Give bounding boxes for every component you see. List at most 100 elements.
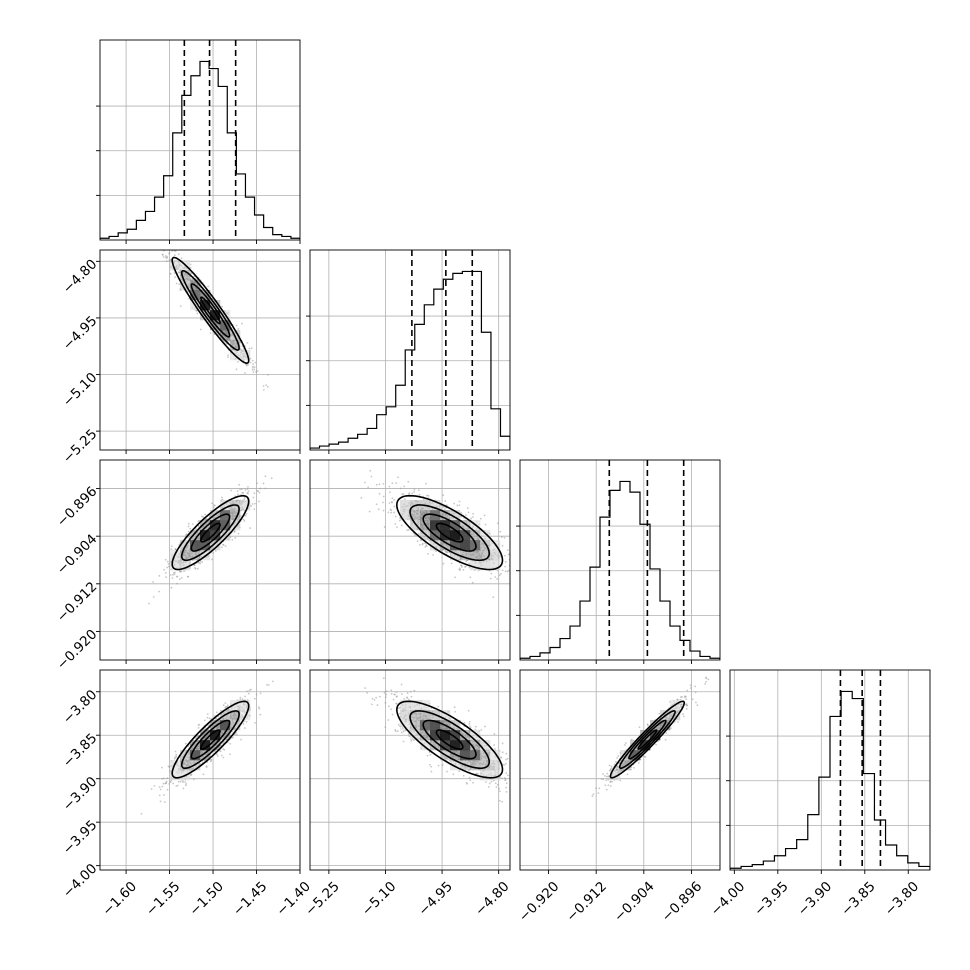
sample-point [226, 704, 229, 707]
sample-point [394, 523, 397, 525]
sample-point [377, 508, 380, 511]
sample-point [240, 738, 242, 741]
sample-point [226, 705, 229, 708]
sample-point [250, 347, 253, 350]
sample-point [166, 241, 168, 243]
sample-point [370, 475, 373, 478]
sample-point [184, 742, 187, 745]
sample-point [196, 312, 199, 315]
sample-point [256, 370, 259, 373]
sample-point [399, 487, 402, 490]
histogram-steps [100, 60, 300, 240]
panel-frame [99, 39, 301, 241]
sample-point [234, 733, 236, 736]
sample-point [197, 726, 200, 729]
sample-point [368, 510, 371, 513]
sample-point [206, 716, 209, 719]
sample-point [407, 480, 410, 483]
sample-point [166, 566, 169, 569]
contour-level-2 [180, 710, 240, 769]
density-cell [200, 750, 211, 761]
density-cell [210, 540, 221, 551]
sample-point [511, 568, 513, 570]
sample-point [264, 475, 267, 478]
scatter-panel-3-0: −4.00−3.95−3.90−3.85−3.80−1.60 −1.55 −1.50… [60, 669, 314, 920]
y-tick-label: −3.95 [60, 817, 101, 858]
sample-point [237, 360, 239, 363]
scatter-panel-1-0: −5.25−5.10−4.95−4.80 [60, 229, 301, 467]
density-cell [230, 340, 241, 351]
sample-point [194, 564, 196, 567]
sample-point [167, 565, 170, 568]
sample-point [393, 511, 395, 514]
sample-point [224, 706, 227, 709]
sample-point [245, 364, 248, 367]
sample-point [153, 784, 156, 787]
sample-point [185, 783, 188, 785]
sample-point [178, 283, 181, 286]
sample-point [437, 764, 440, 767]
sample-point [168, 782, 171, 785]
density-cell [470, 560, 481, 571]
sample-point [479, 517, 482, 520]
density-cell [210, 730, 221, 741]
contour-level-1 [190, 719, 231, 760]
sample-point [150, 229, 152, 231]
sample-point [484, 725, 486, 728]
sample-point [255, 693, 258, 696]
sample-point [403, 485, 406, 488]
sample-point [464, 566, 466, 568]
contour-level-3 [171, 700, 250, 779]
sample-point [164, 241, 166, 243]
sample-point [243, 520, 246, 522]
sample-point [501, 800, 504, 803]
sample-point [258, 500, 260, 503]
sample-point [229, 753, 231, 756]
sample-point [235, 324, 238, 327]
y-tick-label: −0.920 [54, 626, 101, 673]
sample-point [496, 522, 499, 525]
sample-point [494, 748, 496, 750]
y-tick-label: −3.80 [60, 687, 101, 728]
sample-point [168, 259, 171, 262]
sample-point [254, 361, 257, 364]
sample-point [403, 498, 406, 501]
sample-point [517, 574, 519, 576]
sample-point [489, 577, 492, 580]
sample-point [201, 515, 203, 518]
sample-point [194, 567, 197, 570]
density-cell [440, 510, 451, 521]
contour-level-2 [409, 504, 491, 562]
sample-point [408, 493, 410, 495]
sample-point [484, 523, 487, 526]
sample-point [414, 534, 416, 536]
sample-point [468, 566, 471, 569]
sample-point [221, 498, 224, 501]
density-cell [220, 730, 231, 741]
sample-point [262, 385, 265, 387]
sample-point [212, 506, 215, 509]
sample-point [247, 485, 249, 488]
sample-point [180, 576, 183, 579]
sample-point [394, 515, 397, 518]
y-tick-label: −0.896 [54, 484, 101, 531]
x-tick-label: −1.45 [230, 879, 271, 920]
sample-point [199, 562, 202, 565]
sample-point [213, 504, 216, 507]
sample-point [459, 564, 462, 567]
scatter-panel-2-0: −0.920−0.912−0.904−0.896 [54, 459, 301, 673]
sample-point [187, 522, 190, 525]
sample-point [224, 702, 227, 705]
sample-point [237, 532, 240, 535]
sample-point [246, 690, 248, 693]
sample-point [161, 785, 164, 788]
sample-point [513, 575, 515, 577]
sample-point [257, 706, 260, 709]
sample-point [216, 753, 218, 756]
sample-point [244, 372, 246, 374]
sample-point [221, 496, 223, 499]
sample-point [253, 508, 256, 510]
density-cell [180, 560, 191, 571]
sample-point [417, 489, 420, 492]
y-tick-label: −0.912 [54, 579, 101, 626]
